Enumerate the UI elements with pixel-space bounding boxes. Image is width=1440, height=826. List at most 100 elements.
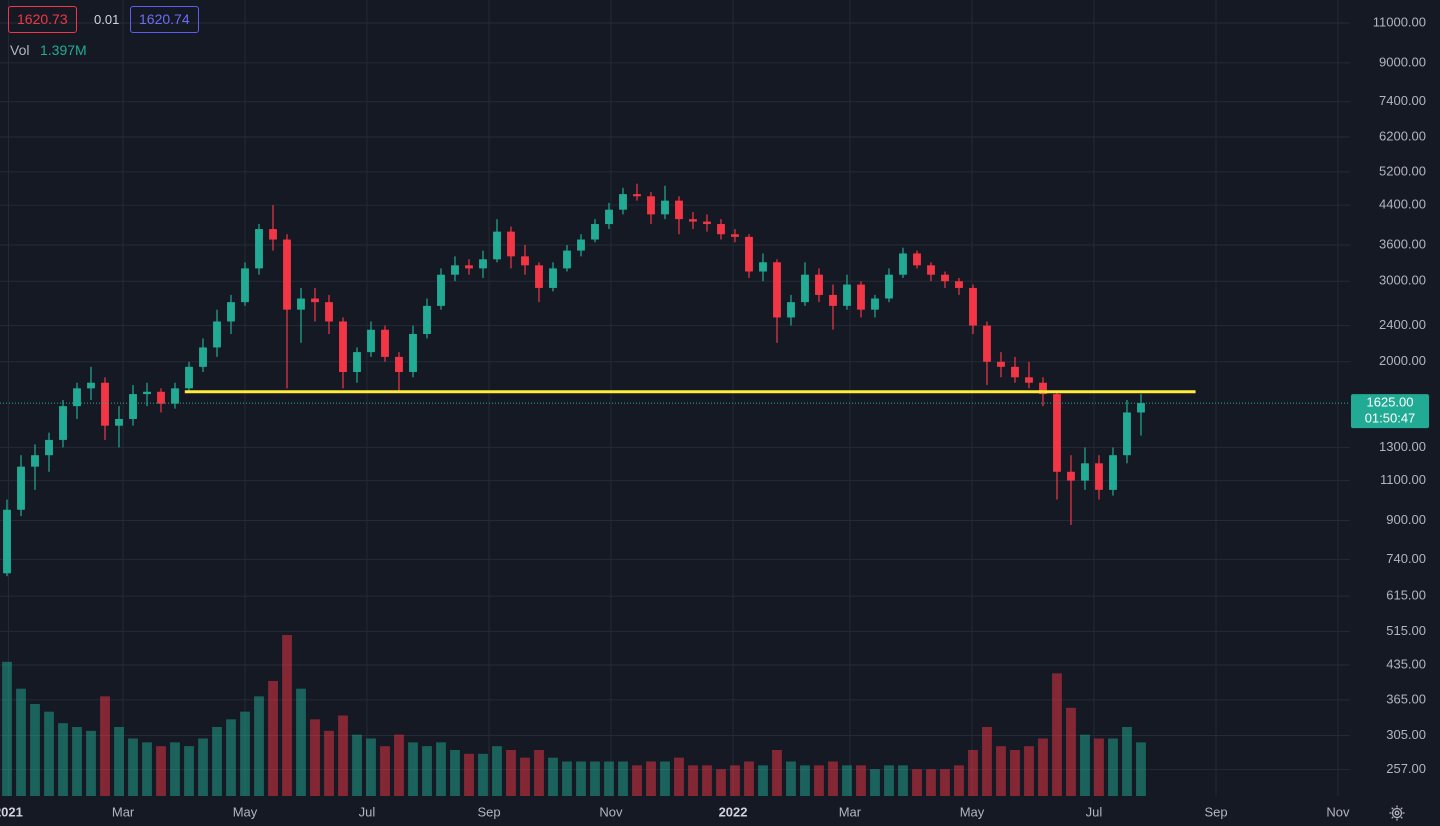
volume-bar	[660, 761, 670, 796]
y-tick-label: 3000.00	[1379, 273, 1426, 288]
volume-bar	[394, 734, 404, 796]
candle-body	[241, 268, 249, 303]
candle-body	[773, 262, 781, 318]
last-price-label: 1625.00	[1367, 395, 1414, 410]
volume-bar	[2, 661, 12, 796]
bid-box[interactable]: 1620.73	[8, 6, 77, 33]
y-tick-label: 740.00	[1386, 551, 1426, 566]
volume-bar	[450, 750, 460, 796]
y-tick-label: 4400.00	[1379, 197, 1426, 212]
volume-label: Vol	[10, 42, 30, 58]
volume-bar	[380, 746, 390, 796]
candle-body	[801, 274, 809, 303]
y-tick-label: 615.00	[1386, 588, 1426, 603]
volume-bar	[1108, 738, 1118, 796]
x-tick-label: 2022	[719, 804, 748, 819]
gear-ring	[1391, 807, 1403, 819]
volume-value: 1.397M	[40, 42, 87, 58]
volume-bar	[576, 761, 586, 796]
volume-bar	[1024, 746, 1034, 796]
volume-bar	[632, 765, 642, 796]
y-tick-label: 1100.00	[1380, 472, 1426, 487]
candle-body	[59, 406, 67, 440]
volume-bar	[226, 719, 236, 796]
candle-body	[395, 356, 403, 372]
gear-hub	[1394, 810, 1400, 816]
candle-body	[381, 329, 389, 357]
volume-bar	[1066, 707, 1076, 796]
candle-body	[143, 391, 151, 395]
candle-body	[521, 256, 529, 266]
candle-body	[941, 274, 949, 282]
candle-body	[185, 366, 193, 389]
volume-bar	[156, 746, 166, 796]
settings-icon[interactable]	[1389, 805, 1405, 821]
candle-body	[3, 509, 11, 574]
volume-bar	[688, 765, 698, 796]
y-tick-label: 11000.00	[1373, 14, 1426, 29]
volume-bar	[534, 750, 544, 796]
volume-bar	[870, 769, 880, 796]
volume-bar	[828, 761, 838, 796]
candle-body	[507, 231, 515, 257]
candle-body	[423, 305, 431, 335]
candle-body	[115, 418, 123, 426]
candle-body	[1025, 377, 1033, 383]
volume-bar	[1122, 727, 1132, 796]
volume-bar	[128, 738, 138, 796]
candle-body	[955, 281, 963, 288]
candle-body	[297, 298, 305, 310]
volume-bar	[352, 734, 362, 796]
y-tick-label: 365.00	[1386, 691, 1426, 706]
candle-body	[717, 224, 725, 235]
volume-bar	[506, 750, 516, 796]
candle-body	[199, 347, 207, 367]
candle-body	[661, 200, 669, 215]
y-tick-label: 6200.00	[1379, 128, 1426, 143]
volume-bar	[772, 750, 782, 796]
candle-body	[619, 194, 627, 210]
candle-body	[339, 321, 347, 372]
candle-body	[1123, 412, 1131, 456]
volume-bar	[58, 723, 68, 796]
volume-bar	[436, 742, 446, 796]
volume-bar	[744, 761, 754, 796]
volume-bar	[142, 742, 152, 796]
volume-bar	[422, 746, 432, 796]
candle-body	[101, 382, 109, 426]
candle-body	[549, 268, 557, 288]
y-tick-label: 2000.00	[1379, 353, 1426, 368]
volume-bar	[940, 769, 950, 796]
candle-body	[409, 334, 417, 372]
volume-bar	[86, 730, 96, 796]
candle-body	[367, 329, 375, 353]
volume-bar	[268, 681, 278, 796]
ask-box[interactable]: 1620.74	[130, 6, 199, 33]
candle-body	[479, 259, 487, 269]
candle-body	[577, 239, 585, 251]
candle-body	[1067, 471, 1075, 481]
volume-bar	[408, 742, 418, 796]
volume-bar	[898, 765, 908, 796]
candle-body	[633, 194, 641, 197]
candle-body	[171, 388, 179, 404]
candle-body	[31, 455, 39, 467]
volume-bar	[646, 761, 656, 796]
candle-body	[591, 224, 599, 240]
candle-body	[745, 236, 753, 272]
candle-body	[927, 265, 935, 275]
candle-body	[829, 294, 837, 306]
volume-bar	[366, 738, 376, 796]
candle-body	[269, 229, 277, 240]
volume-bar	[954, 765, 964, 796]
volume-bar	[842, 765, 852, 796]
volume-bar	[590, 761, 600, 796]
volume-bar	[1136, 742, 1146, 796]
volume-bar	[72, 727, 82, 796]
volume-bar	[492, 746, 502, 796]
volume-bar	[282, 635, 292, 796]
volume-bar	[212, 727, 222, 796]
volume-bar	[982, 727, 992, 796]
candle-body	[311, 298, 319, 303]
